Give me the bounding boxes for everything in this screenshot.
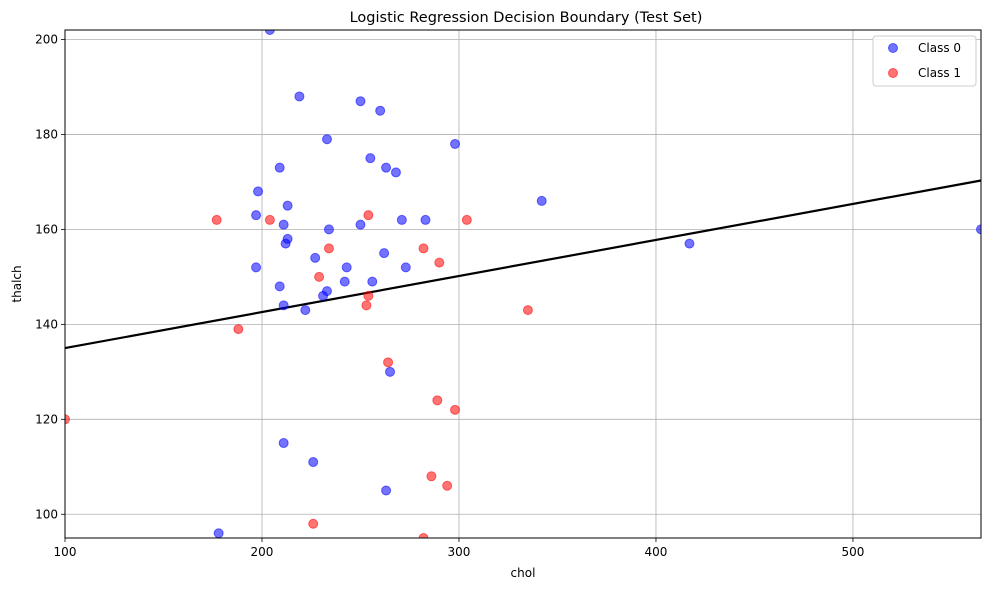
data-point-class-0 [278, 300, 289, 311]
x-axis-label: chol [511, 566, 536, 580]
data-point-class-0 [367, 276, 378, 287]
data-points [65, 30, 981, 538]
data-point-class-0 [278, 219, 289, 230]
data-point-class-1 [363, 210, 374, 221]
axis-ticks: 100 200 300 400 500 100 120 140 160 180 200 [35, 32, 864, 559]
y-tick-label: 140 [35, 317, 58, 331]
legend-label-class-0: Class 0 [918, 41, 961, 55]
x-tick-label: 200 [251, 545, 274, 559]
data-point-class-1 [361, 300, 372, 311]
legend-box [872, 35, 977, 87]
data-point-class-0 [274, 281, 285, 292]
data-point-class-1 [211, 214, 222, 225]
y-axis-label: thalch [10, 265, 24, 302]
data-point-class-0 [323, 224, 334, 235]
data-point-class-0 [321, 134, 332, 145]
data-point-class-0 [264, 30, 275, 35]
data-point-class-0 [355, 96, 366, 107]
data-point-class-0 [341, 262, 352, 273]
data-point-class-0 [420, 214, 431, 225]
data-point-class-1 [450, 404, 461, 415]
data-point-class-0 [976, 224, 981, 235]
data-point-class-1 [308, 518, 319, 529]
y-tick-label: 160 [35, 222, 58, 236]
data-point-class-1 [383, 357, 394, 368]
data-point-class-0 [365, 153, 376, 164]
data-point-class-0 [310, 252, 321, 263]
data-point-class-1 [323, 243, 334, 254]
data-point-class-0 [251, 210, 262, 221]
data-point-class-1 [418, 533, 429, 538]
data-point-class-1 [418, 243, 429, 254]
data-point-class-1 [432, 395, 443, 406]
plot-frame [64, 29, 982, 539]
data-point-class-0 [308, 457, 319, 468]
data-point-class-0 [318, 290, 329, 301]
x-tick-label: 400 [645, 545, 668, 559]
y-tick-label: 120 [35, 412, 58, 426]
data-point-class-0 [381, 162, 392, 173]
data-point-class-0 [379, 248, 390, 259]
chart-title: Logistic Regression Decision Boundary (T… [350, 10, 703, 26]
data-point-class-1 [314, 271, 325, 282]
data-point-class-0 [375, 105, 386, 116]
y-tick-label: 200 [35, 32, 58, 46]
x-tick-label: 300 [448, 545, 471, 559]
y-tick-label: 180 [35, 127, 58, 141]
data-point-class-1 [442, 480, 453, 491]
data-point-class-0 [385, 366, 396, 377]
data-point-class-0 [294, 91, 305, 102]
data-point-class-0 [381, 485, 392, 496]
data-point-class-0 [274, 162, 285, 173]
legend-label-class-1: Class 1 [918, 66, 961, 80]
data-point-class-0 [396, 214, 407, 225]
data-point-class-1 [363, 290, 374, 301]
x-tick-label: 100 [54, 545, 77, 559]
y-tick-label: 100 [35, 507, 58, 521]
decision-boundary-layer [64, 179, 982, 350]
data-point-class-1 [461, 214, 472, 225]
data-point-class-0 [536, 195, 547, 206]
data-point-class-0 [251, 262, 262, 273]
grid [64, 30, 981, 538]
data-point-class-0 [280, 238, 291, 249]
data-point-class-0 [450, 138, 461, 149]
data-point-class-0 [400, 262, 411, 273]
legend: Class 0 Class 1 [872, 35, 977, 87]
data-point-class-1 [264, 214, 275, 225]
legend-marker-class-1 [888, 68, 898, 78]
data-point-class-0 [300, 305, 311, 316]
data-point-class-1 [426, 471, 437, 482]
data-point-class-1 [233, 324, 244, 335]
x-tick-label: 500 [842, 545, 865, 559]
data-point-class-0 [213, 528, 224, 538]
data-point-class-0 [390, 167, 401, 178]
data-point-class-0 [282, 200, 293, 211]
data-point-class-0 [684, 238, 695, 249]
data-point-class-0 [278, 438, 289, 449]
data-point-class-1 [65, 414, 70, 425]
legend-marker-class-0 [888, 43, 898, 53]
decision-boundary-line [64, 179, 982, 350]
data-point-class-1 [434, 257, 445, 268]
data-point-class-0 [253, 186, 264, 197]
data-point-class-1 [522, 305, 533, 316]
data-point-class-0 [339, 276, 350, 287]
data-point-class-0 [355, 219, 366, 230]
